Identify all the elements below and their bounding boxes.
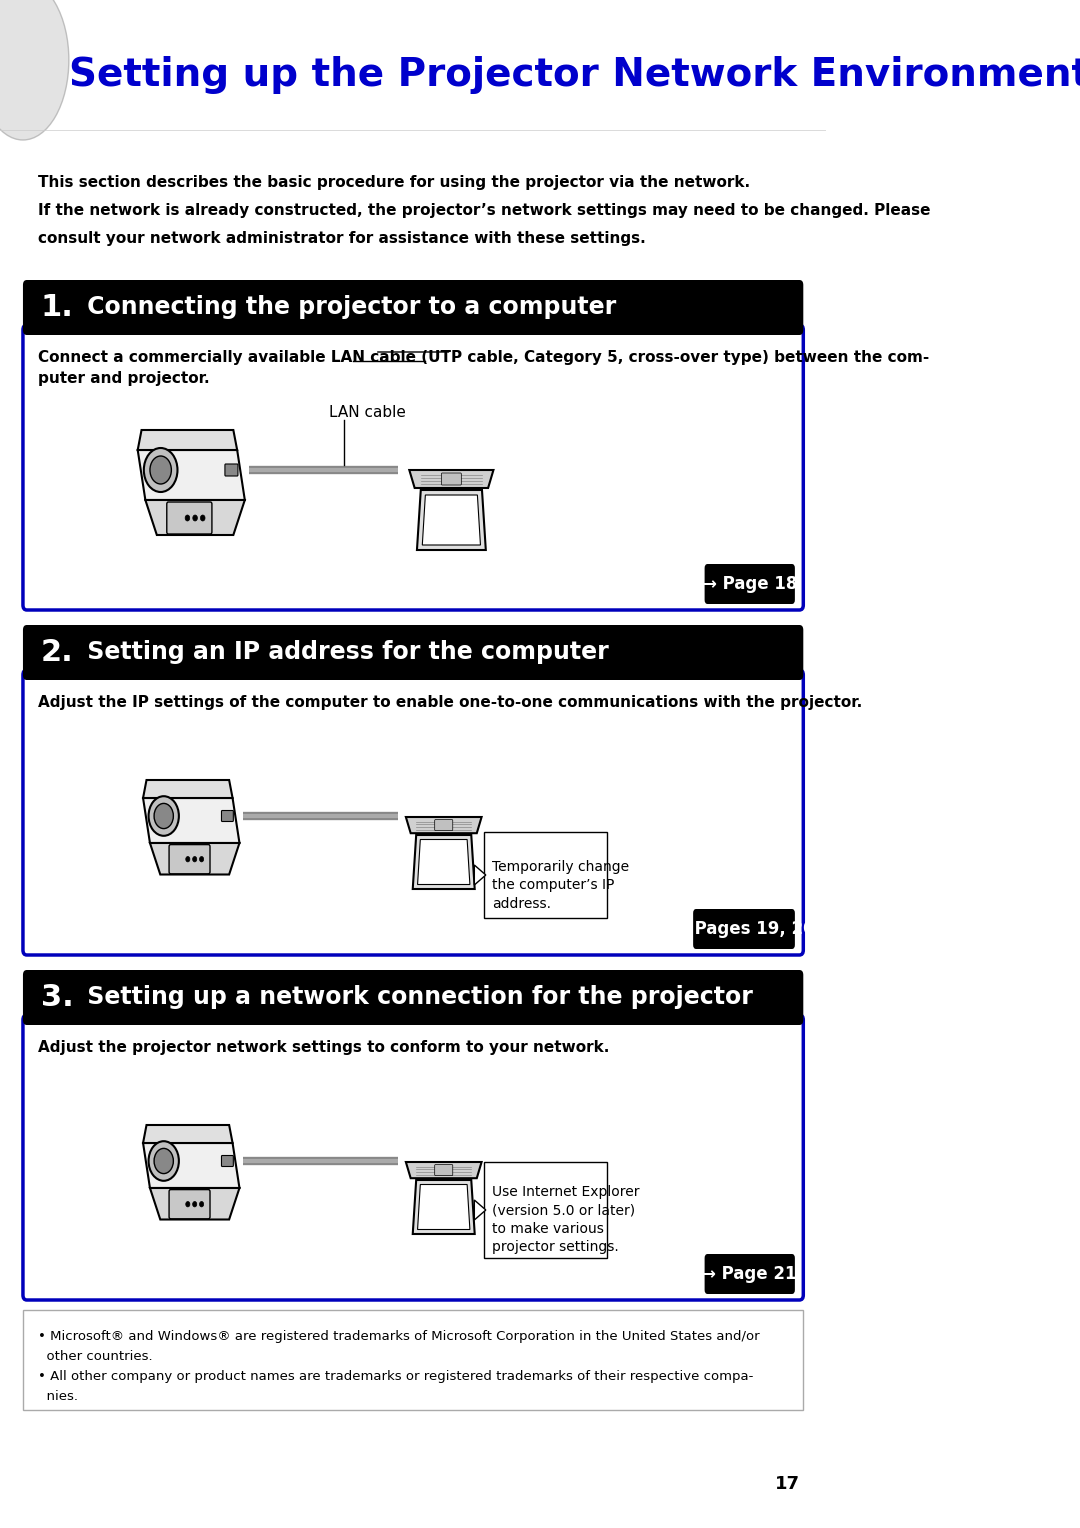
Polygon shape — [418, 839, 470, 885]
Circle shape — [200, 857, 204, 862]
Text: 2.: 2. — [41, 637, 73, 666]
Polygon shape — [143, 1125, 232, 1143]
Polygon shape — [138, 429, 238, 451]
Polygon shape — [474, 1199, 486, 1219]
FancyBboxPatch shape — [434, 1164, 453, 1175]
Text: Adjust the projector network settings to conform to your network.: Adjust the projector network settings to… — [38, 1041, 609, 1054]
Polygon shape — [417, 490, 486, 550]
Text: • Microsoft® and Windows® are registered trademarks of Microsoft Corporation in : • Microsoft® and Windows® are registered… — [38, 1329, 760, 1343]
Polygon shape — [418, 1184, 470, 1230]
FancyBboxPatch shape — [704, 564, 795, 604]
Polygon shape — [146, 500, 245, 535]
Text: • All other company or product names are trademarks or registered trademarks of : • All other company or product names are… — [38, 1371, 754, 1383]
Circle shape — [186, 1201, 190, 1207]
Text: Adjust the IP settings of the computer to enable one-to-one communications with : Adjust the IP settings of the computer t… — [38, 695, 863, 711]
FancyBboxPatch shape — [23, 625, 804, 680]
Text: Temporarily change
the computer’s IP
address.: Temporarily change the computer’s IP add… — [491, 860, 629, 911]
Polygon shape — [150, 1187, 240, 1219]
FancyBboxPatch shape — [225, 465, 238, 477]
Polygon shape — [150, 843, 240, 874]
Polygon shape — [406, 817, 482, 833]
FancyBboxPatch shape — [484, 833, 607, 918]
FancyBboxPatch shape — [442, 474, 461, 484]
Text: Setting up a network connection for the projector: Setting up a network connection for the … — [79, 986, 753, 1008]
Text: 3.: 3. — [41, 983, 73, 1012]
FancyBboxPatch shape — [166, 503, 212, 533]
Circle shape — [154, 1149, 174, 1174]
Polygon shape — [406, 1161, 482, 1178]
FancyBboxPatch shape — [23, 1015, 804, 1300]
Circle shape — [144, 448, 177, 492]
FancyBboxPatch shape — [23, 1309, 804, 1410]
FancyBboxPatch shape — [221, 1155, 233, 1166]
Circle shape — [200, 1201, 204, 1207]
Text: consult your network administrator for assistance with these settings.: consult your network administrator for a… — [38, 231, 646, 246]
Polygon shape — [138, 451, 245, 500]
Circle shape — [186, 857, 190, 862]
Polygon shape — [413, 1180, 475, 1235]
FancyBboxPatch shape — [23, 669, 804, 955]
FancyBboxPatch shape — [170, 1190, 210, 1219]
Circle shape — [201, 515, 205, 521]
Polygon shape — [143, 1143, 240, 1187]
FancyBboxPatch shape — [23, 325, 804, 610]
Text: 1.: 1. — [41, 292, 73, 321]
FancyBboxPatch shape — [434, 819, 453, 831]
Polygon shape — [143, 798, 240, 843]
Circle shape — [192, 857, 197, 862]
Text: Setting up the Projector Network Environment: Setting up the Projector Network Environ… — [69, 57, 1080, 95]
FancyBboxPatch shape — [170, 845, 210, 874]
Polygon shape — [474, 865, 486, 885]
Text: → Page 21: → Page 21 — [702, 1265, 797, 1284]
Polygon shape — [409, 471, 494, 487]
FancyBboxPatch shape — [23, 970, 804, 1025]
Text: → Pages 19, 20: → Pages 19, 20 — [675, 920, 814, 938]
Circle shape — [154, 804, 174, 828]
Text: Setting an IP address for the computer: Setting an IP address for the computer — [79, 640, 608, 665]
Text: nies.: nies. — [38, 1390, 78, 1403]
Circle shape — [192, 1201, 197, 1207]
Text: other countries.: other countries. — [38, 1351, 153, 1363]
FancyBboxPatch shape — [221, 810, 233, 822]
Circle shape — [149, 796, 179, 836]
FancyBboxPatch shape — [484, 1161, 607, 1258]
FancyBboxPatch shape — [693, 909, 795, 949]
FancyBboxPatch shape — [23, 280, 804, 335]
Polygon shape — [422, 495, 481, 545]
Text: Connecting the projector to a computer: Connecting the projector to a computer — [79, 295, 616, 319]
Text: 17: 17 — [774, 1475, 799, 1493]
Text: If the network is already constructed, the projector’s network settings may need: If the network is already constructed, t… — [38, 203, 931, 219]
Text: Connect a commercially available LAN cable (UTP cable, Category 5, cross-over ty: Connect a commercially available LAN cab… — [38, 350, 930, 387]
FancyBboxPatch shape — [704, 1254, 795, 1294]
Circle shape — [193, 515, 198, 521]
Text: LAN cable: LAN cable — [329, 405, 406, 420]
Polygon shape — [413, 834, 475, 889]
Circle shape — [185, 515, 190, 521]
Text: Use Internet Explorer
(version 5.0 or later)
to make various
projector settings.: Use Internet Explorer (version 5.0 or la… — [491, 1186, 639, 1254]
Circle shape — [149, 1141, 179, 1181]
Ellipse shape — [0, 0, 69, 141]
Text: This section describes the basic procedure for using the projector via the netwo: This section describes the basic procedu… — [38, 176, 751, 189]
Text: → Page 18: → Page 18 — [703, 575, 797, 593]
Circle shape — [150, 455, 172, 484]
Polygon shape — [143, 779, 232, 798]
